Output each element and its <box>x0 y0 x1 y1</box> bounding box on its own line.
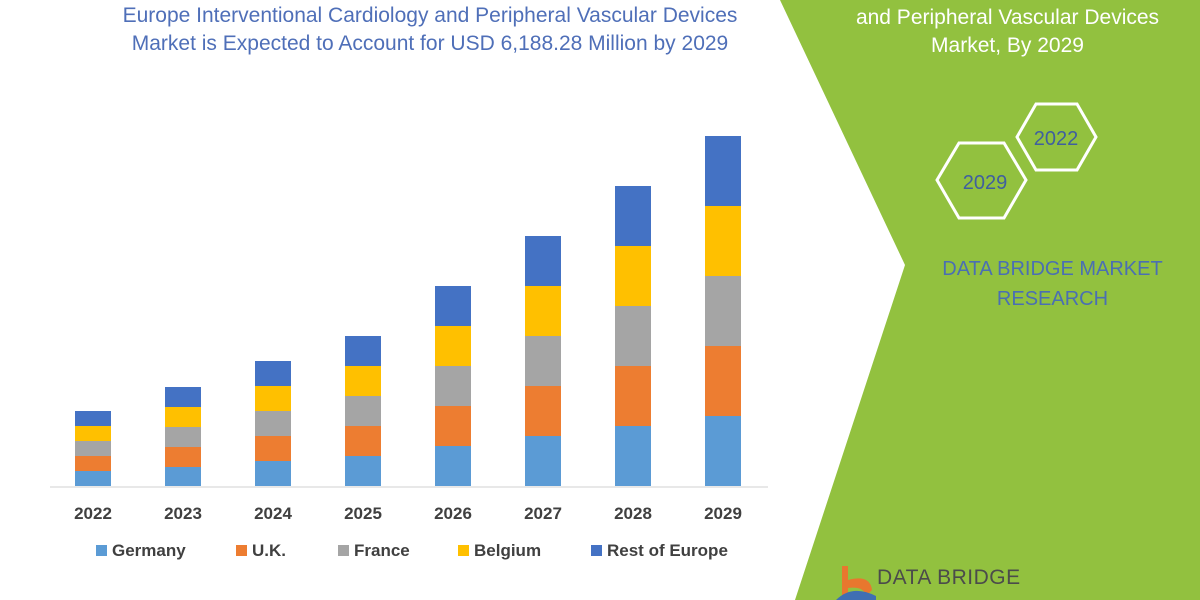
bar-segment-2025-belgium <box>345 366 381 396</box>
bar-segment-2027-belgium <box>525 286 561 336</box>
bar-segment-2027-france <box>525 336 561 386</box>
x-tick-label: 2025 <box>344 504 382 523</box>
hex-badge-2029-label: 2029 <box>963 172 1008 194</box>
bar-segment-2027-rest-of-europe <box>525 236 561 286</box>
bar-segment-2026-u-k- <box>435 406 471 446</box>
bar-segment-2025-germany <box>345 456 381 486</box>
logo-text: DATA BRIDGE <box>877 566 1021 589</box>
bar-segment-2023-u-k- <box>165 447 201 467</box>
hex-badge-2022-label: 2022 <box>1034 128 1079 150</box>
legend-swatch <box>591 545 602 556</box>
bar-segment-2026-belgium <box>435 326 471 366</box>
hex-badge-2022 <box>1015 102 1098 172</box>
bar-segment-2023-germany <box>165 467 201 486</box>
legend-label: U.K. <box>252 541 286 560</box>
chart-title-line1: Europe Interventional Cardiology and Per… <box>122 4 738 27</box>
bar-segment-2028-u-k- <box>615 366 651 426</box>
bar-segment-2028-rest-of-europe <box>615 186 651 246</box>
bar-segment-2024-rest-of-europe <box>255 361 291 386</box>
legend-label: Germany <box>112 541 186 560</box>
bar-segment-2023-rest-of-europe <box>165 387 201 407</box>
x-tick-label: 2023 <box>164 504 202 523</box>
bar-segment-2026-germany <box>435 446 471 486</box>
legend-swatch <box>96 545 107 556</box>
green-side-panel <box>780 0 1200 600</box>
bar-segment-2028-belgium <box>615 246 651 306</box>
legend-label: France <box>354 541 410 560</box>
bar-segment-2024-germany <box>255 461 291 486</box>
legend-swatch <box>458 545 469 556</box>
bar-segment-2029-germany <box>705 416 741 486</box>
bar-segment-2029-belgium <box>705 206 741 276</box>
stacked-bar-chart: 2022 2023 2024 2025 2026 2027 2028 2029 Germany… <box>50 136 768 560</box>
bar-segment-2025-france <box>345 396 381 426</box>
hex-badge-2029 <box>935 141 1028 220</box>
bar-segment-2027-germany <box>525 436 561 486</box>
bar-segment-2025-rest-of-europe <box>345 336 381 366</box>
bar-segment-2023-france <box>165 427 201 447</box>
bar-segment-2029-rest-of-europe <box>705 136 741 206</box>
logo-mark <box>836 566 876 600</box>
side-panel-title: and Peripheral Vascular Devices Market, … <box>815 4 1200 60</box>
bar-segment-2026-france <box>435 366 471 406</box>
bar-segment-2022-u-k- <box>75 456 111 471</box>
x-tick-label: 2027 <box>524 504 562 523</box>
bar-segment-2022-germany <box>75 471 111 486</box>
bar-segment-2024-belgium <box>255 386 291 411</box>
legend-label: Rest of Europe <box>607 541 728 560</box>
bar-segment-2026-rest-of-europe <box>435 286 471 326</box>
chart-title: Europe Interventional Cardiology and Per… <box>40 2 820 58</box>
x-tick-label: 2028 <box>614 504 652 523</box>
brand-line2: RESEARCH <box>996 288 1109 310</box>
legend-swatch <box>338 545 349 556</box>
x-tick-label: 2024 <box>254 504 292 523</box>
bar-segment-2027-u-k- <box>525 386 561 436</box>
bar-segment-2029-u-k- <box>705 346 741 416</box>
legend-label: Belgium <box>474 541 541 560</box>
bar-segment-2022-belgium <box>75 426 111 441</box>
x-tick-label: 2022 <box>74 504 112 523</box>
bar-segment-2029-france <box>705 276 741 346</box>
bar-segment-2028-france <box>615 306 651 366</box>
x-tick-label: 2026 <box>434 504 472 523</box>
side-panel-title-line1: and Peripheral Vascular Devices <box>855 6 1160 29</box>
chart-title-line2: Market is Expected to Account for USD 6,… <box>131 32 729 55</box>
bar-segment-2028-germany <box>615 426 651 486</box>
brand-text: DATA BRIDGE MARKET RESEARCH <box>905 254 1200 314</box>
bar-segment-2023-belgium <box>165 407 201 427</box>
bar-segment-2022-france <box>75 441 111 456</box>
legend-swatch <box>236 545 247 556</box>
brand-line1: DATA BRIDGE MARKET <box>942 258 1163 280</box>
x-tick-label: 2029 <box>704 504 742 523</box>
bar-segment-2024-france <box>255 411 291 436</box>
bar-segment-2025-u-k- <box>345 426 381 456</box>
bar-segment-2024-u-k- <box>255 436 291 461</box>
side-panel-title-line2: Market, By 2029 <box>931 34 1084 57</box>
bar-segment-2022-rest-of-europe <box>75 411 111 426</box>
